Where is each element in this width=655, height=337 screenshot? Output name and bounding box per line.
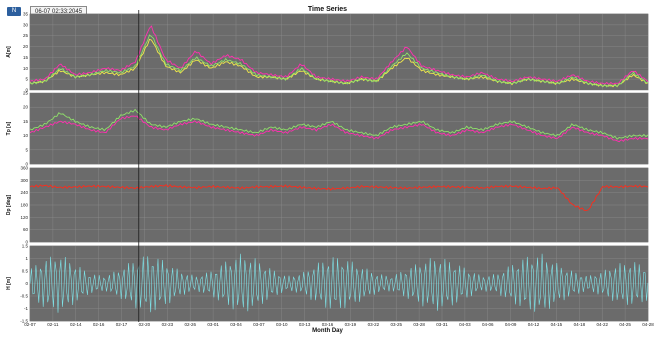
x-tick-label: 02-11	[47, 322, 59, 327]
x-tick-label: 03-22	[368, 322, 380, 327]
x-tick-label: 03-07	[253, 322, 265, 327]
x-tick-label: 03-19	[345, 322, 357, 327]
x-tick-label: 03-31	[436, 322, 448, 327]
panel-1-y-tick-label: 20	[23, 44, 29, 49]
x-tick-label: 04-03	[459, 322, 471, 327]
panel-4-unit-label: H [m]	[6, 277, 12, 290]
x-tick-label: 03-01	[207, 322, 219, 327]
panel-3-y-tick-label: 360	[20, 166, 28, 171]
panel-1-background	[29, 13, 649, 91]
x-tick-label: 04-25	[619, 322, 631, 327]
panel-1-series-magenta	[29, 25, 649, 86]
panel-1-y-tick-label: 25	[23, 33, 29, 38]
app-logo: N	[7, 7, 21, 16]
panel-2-y-tick-label: 15	[23, 119, 29, 124]
x-tick-label: 04-22	[596, 322, 608, 327]
chart-title: Time Series	[307, 6, 348, 13]
panel-3-y-tick-label: 0	[25, 240, 28, 245]
panel-separator	[30, 164, 648, 168]
panel-4-y-tick-label: 1.5	[22, 244, 29, 249]
panel-1-y-tick-label: 0	[25, 88, 28, 93]
x-tick-label: 02-26	[184, 322, 196, 327]
panel-2-series-green	[29, 108, 649, 140]
panel-2-y-tick-label: 20	[23, 105, 29, 110]
panel-1-unit-label: A[m]	[6, 46, 12, 58]
panel-4-y-tick-label: 1	[25, 256, 28, 261]
x-tick-label: 03-04	[230, 322, 242, 327]
panel-3-unit-label: Dp [deg]	[6, 195, 12, 216]
panel-1-y-tick-label: 30	[23, 22, 29, 27]
panel-2-y-tick-label: 0	[25, 162, 28, 167]
panel-1-y-tick-label: 35	[23, 12, 29, 17]
panel-1-series-green	[29, 34, 649, 88]
panel-1-y-tick-label: 10	[23, 66, 29, 71]
panel-1-y-tick-label: 5	[25, 77, 28, 82]
panel-separator	[30, 90, 648, 93]
x-tick-label: 04-09	[505, 322, 517, 327]
panel-2-unit-label: Tp [s]	[6, 121, 12, 135]
panel-2-series-magenta	[29, 115, 649, 143]
panel-separator	[30, 242, 648, 246]
panel-4-y-tick-label: -1	[24, 306, 28, 311]
panel-1-y-tick-label: 15	[23, 55, 29, 60]
x-axis-label: Month Day	[312, 328, 343, 334]
x-tick-label: 02-17	[116, 322, 128, 327]
panel-4-y-tick-label: -0.5	[20, 294, 28, 299]
panel-3-y-tick-label: 240	[20, 190, 28, 195]
panel-2-y-tick-label: 25	[23, 91, 29, 96]
x-tick-label: 03-10	[276, 322, 288, 327]
panel-3-y-tick-label: 120	[20, 215, 28, 220]
x-tick-label: 04-15	[551, 322, 563, 327]
panel-3-series-red	[29, 184, 649, 211]
x-tick-label: 04-12	[528, 322, 540, 327]
x-tick-label: 03-13	[299, 322, 311, 327]
x-tick-label: 02-23	[162, 322, 174, 327]
x-tick-label: 02-16	[93, 322, 105, 327]
x-tick-label: 03-28	[413, 322, 425, 327]
panel-4-series-cyan	[29, 253, 649, 313]
x-tick-label: 02-07	[24, 322, 36, 327]
x-tick-label: 02-14	[70, 322, 82, 327]
panel-4-y-tick-label: -1.5	[20, 319, 28, 324]
panel-2-y-tick-label: 5	[25, 147, 28, 152]
panel-3-y-tick-label: 180	[20, 203, 28, 208]
x-tick-label: 04-28	[642, 322, 654, 327]
x-tick-label: 03-16	[322, 322, 334, 327]
panel-3-y-tick-label: 300	[20, 178, 28, 183]
panel-2-y-tick-label: 10	[23, 133, 29, 138]
panel-4-y-tick-label: 0	[25, 281, 28, 286]
x-tick-label: 03-25	[390, 322, 402, 327]
x-tick-label: 02-20	[139, 322, 151, 327]
panel-4-y-tick-label: 0.5	[22, 269, 29, 274]
x-tick-label: 04-06	[482, 322, 494, 327]
panel-3-y-tick-label: 60	[23, 227, 29, 232]
x-tick-label: 04-18	[574, 322, 586, 327]
